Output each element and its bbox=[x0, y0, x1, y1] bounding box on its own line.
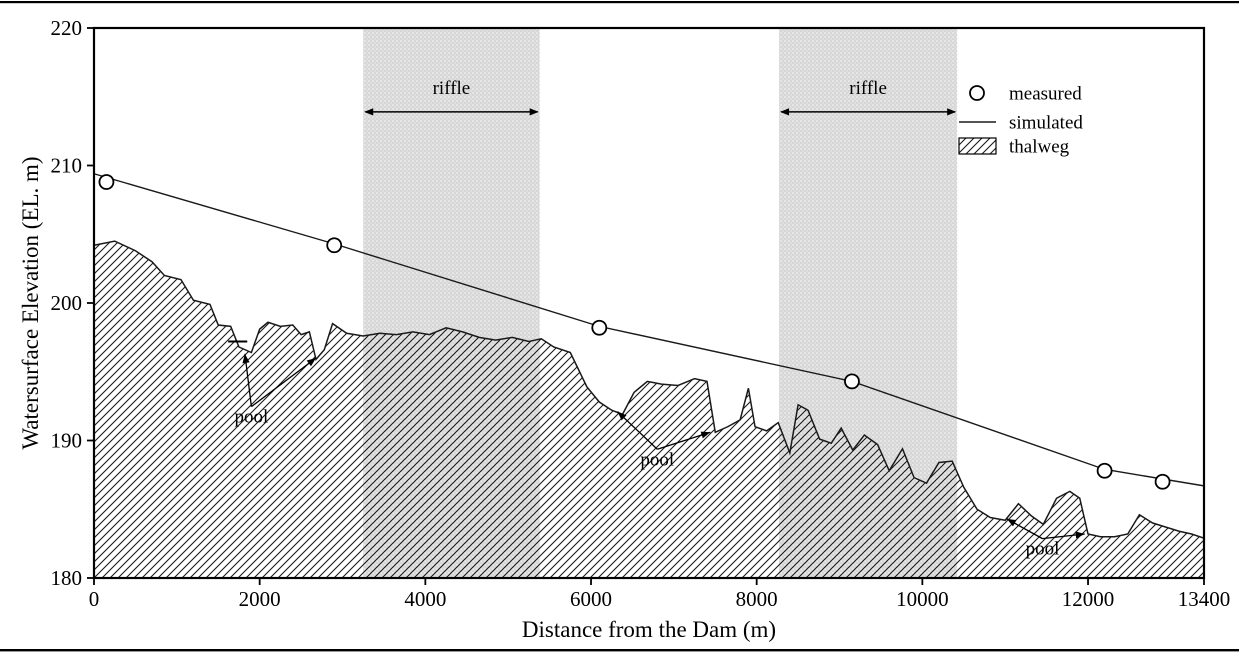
y-tick-label: 180 bbox=[51, 566, 83, 590]
pool-arrow-line bbox=[657, 431, 711, 450]
pool-label: pool bbox=[1026, 539, 1060, 560]
riffle-arrow-right-icon bbox=[947, 108, 957, 116]
pool-arrow-icon bbox=[1075, 531, 1085, 539]
pool-label: pool bbox=[640, 449, 674, 470]
pool-label: pool bbox=[234, 407, 268, 428]
y-tick-label: 190 bbox=[51, 429, 83, 453]
measured-point bbox=[844, 373, 860, 390]
measured-point bbox=[591, 319, 608, 336]
simulated-line bbox=[93, 173, 1205, 487]
y-axis-title: Watersurface Elevation (EL. m) bbox=[18, 156, 43, 449]
pool-arrow-icon bbox=[700, 431, 711, 439]
legend-label: thalweg bbox=[1009, 137, 1070, 158]
thalweg-area bbox=[93, 240, 1205, 579]
x-tick-label: 10000 bbox=[896, 587, 949, 611]
legend-thalweg-icon bbox=[958, 137, 997, 155]
pool-arrow-icon bbox=[1006, 518, 1017, 527]
measured-point bbox=[1154, 473, 1171, 490]
measured-point bbox=[326, 237, 343, 254]
legend: measured simulated thalweg bbox=[958, 84, 1083, 158]
legend-measured-icon bbox=[969, 85, 985, 101]
pool-arrow-icon bbox=[306, 358, 316, 367]
legend-label: measured bbox=[1009, 84, 1082, 105]
x-axis-title: Distance from the Dam (m) bbox=[522, 617, 776, 642]
pool-arrow-icon bbox=[617, 411, 627, 421]
pool-arrow-icon bbox=[242, 353, 250, 364]
pool-arrow-line bbox=[617, 411, 658, 450]
riffle-arrow-left-icon bbox=[780, 108, 790, 116]
x-tick-label: 0 bbox=[89, 587, 100, 611]
x-tick-label: 12000 bbox=[1062, 587, 1115, 611]
y-tick-label: 220 bbox=[51, 16, 83, 40]
riffle-label: riffle bbox=[433, 78, 471, 99]
measured-point bbox=[98, 174, 115, 190]
x-tick-label: 6000 bbox=[570, 587, 612, 611]
figure-border-top bbox=[0, 1, 1239, 4]
pool-arrow-line bbox=[250, 357, 317, 408]
y-tick-label: 210 bbox=[51, 154, 83, 178]
x-tick-label: 2000 bbox=[239, 587, 281, 611]
legend-label: simulated bbox=[1009, 113, 1083, 134]
x-tick-label: 4000 bbox=[404, 587, 446, 611]
x-tick-label: 8000 bbox=[736, 587, 778, 611]
riffle-arrow-right-icon bbox=[529, 108, 539, 116]
figure-border-bottom bbox=[0, 649, 1239, 652]
y-tick-label: 200 bbox=[51, 291, 83, 315]
riffle-arrow-left-icon bbox=[364, 108, 374, 116]
riffle-label: riffle bbox=[849, 78, 887, 99]
measured-point bbox=[1096, 462, 1113, 479]
x-tick-label: 13400 bbox=[1178, 587, 1231, 611]
